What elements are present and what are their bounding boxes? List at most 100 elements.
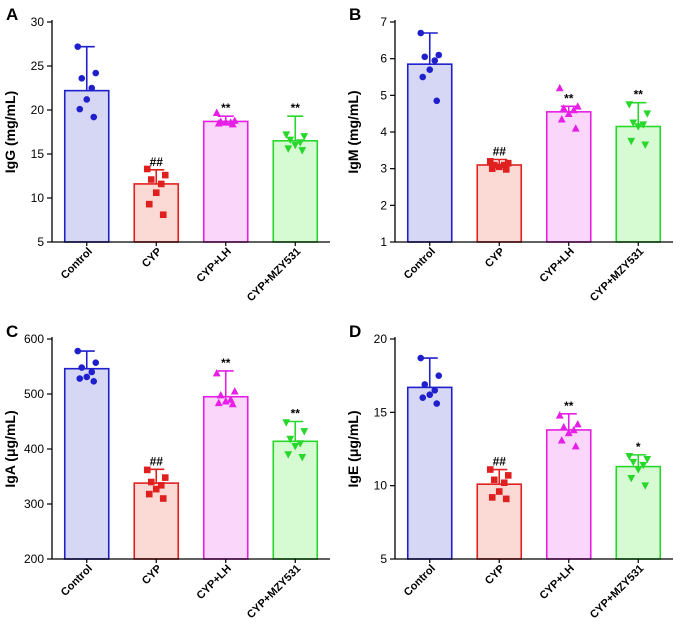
y-tick-label: 15	[31, 147, 45, 161]
data-point	[573, 419, 582, 428]
bar-control	[406, 386, 453, 560]
panel-d-chart: D Control ## CYP ** CYP+LH * CYP+MZY531 5 10 15 20 I…	[345, 322, 673, 621]
data-point	[90, 113, 98, 121]
data-point	[625, 453, 634, 461]
category-label: CYP+MZY531	[588, 246, 646, 304]
significance-label: **	[221, 356, 231, 370]
data-point	[145, 200, 153, 208]
data-point	[433, 97, 441, 105]
category-label: CYP	[483, 563, 507, 587]
y-tick-label: 30	[31, 15, 45, 29]
data-point	[157, 482, 165, 489]
panel-b-chart: B Control ## CYP ** CYP+LH ** CYP+MZY531 1 2 3 4 5 6 7…	[345, 5, 673, 304]
data-point	[564, 109, 573, 117]
data-point	[557, 115, 566, 123]
data-point	[641, 482, 650, 490]
data-point	[145, 490, 153, 498]
data-point	[88, 368, 96, 376]
category-label: CYP+LH	[194, 563, 233, 602]
data-point	[500, 479, 508, 487]
category-label: CYP+LH	[537, 246, 576, 285]
data-point	[76, 105, 84, 113]
data-point	[435, 372, 443, 379]
panel-letter: A	[6, 5, 18, 24]
y-tick-label: 3	[380, 162, 387, 176]
data-point	[417, 29, 425, 37]
data-point	[502, 495, 510, 503]
data-point	[300, 428, 309, 436]
data-point	[431, 387, 439, 394]
data-point	[641, 141, 650, 149]
data-point	[76, 375, 84, 382]
data-point	[625, 101, 634, 109]
data-point	[152, 485, 160, 493]
category-label: Control	[402, 563, 438, 599]
data-point	[419, 73, 427, 81]
y-tick-label: 7	[380, 15, 387, 29]
bar-control	[406, 63, 453, 243]
data-point	[284, 451, 293, 459]
bar-cyp	[476, 164, 523, 243]
significance-label: **	[291, 101, 301, 115]
data-point	[88, 84, 96, 92]
data-point	[286, 435, 295, 444]
data-point	[300, 133, 309, 141]
data-point	[488, 494, 496, 501]
data-point	[298, 453, 307, 462]
data-point	[216, 391, 225, 399]
data-point	[629, 458, 638, 467]
data-point	[500, 161, 508, 169]
data-point	[490, 476, 498, 484]
data-point	[426, 66, 434, 73]
data-point	[417, 354, 425, 362]
category-label: CYP	[140, 246, 164, 270]
significance-label: ##	[150, 155, 164, 169]
y-tick-label: 15	[374, 405, 388, 419]
y-tick-label: 2	[380, 198, 387, 212]
data-point	[92, 69, 100, 77]
data-point	[230, 387, 239, 395]
data-point	[555, 83, 564, 92]
significance-label: **	[634, 88, 644, 102]
data-point	[298, 147, 307, 155]
data-point	[161, 474, 169, 481]
bar-cyp	[476, 483, 523, 560]
data-point	[282, 419, 291, 427]
data-point	[435, 51, 443, 59]
category-label: Control	[59, 246, 95, 282]
data-point	[147, 176, 155, 183]
bar-cyp-mzy531	[272, 440, 319, 560]
data-point	[557, 436, 566, 444]
data-point	[504, 159, 512, 167]
data-point	[421, 53, 429, 61]
significance-label: **	[564, 91, 574, 105]
data-point	[486, 466, 494, 473]
panel-letter: D	[349, 322, 361, 341]
data-point	[433, 400, 441, 407]
data-point	[419, 394, 427, 401]
significance-label: ##	[150, 454, 164, 468]
data-point	[284, 145, 293, 153]
y-tick-label: 10	[374, 479, 388, 493]
y-tick-label: 5	[380, 88, 387, 102]
data-point	[573, 102, 582, 110]
data-point	[291, 442, 300, 451]
data-point	[569, 425, 578, 434]
category-label: CYP	[140, 563, 164, 587]
data-point	[159, 495, 167, 502]
data-point	[495, 488, 503, 495]
y-tick-label: 6	[380, 52, 387, 66]
bar-cyp-mzy531	[615, 465, 662, 560]
data-point	[559, 104, 568, 112]
data-point	[90, 378, 98, 385]
data-point	[639, 461, 648, 470]
data-point	[504, 472, 512, 479]
y-tick-label: 300	[24, 497, 44, 511]
y-tick-label: 5	[380, 552, 387, 566]
y-tick-label: 4	[380, 125, 387, 139]
category-label: CYP+MZY531	[588, 563, 646, 621]
y-tick-label: 20	[31, 103, 45, 117]
data-point	[143, 466, 151, 474]
data-point	[286, 136, 295, 145]
data-point	[627, 475, 636, 483]
